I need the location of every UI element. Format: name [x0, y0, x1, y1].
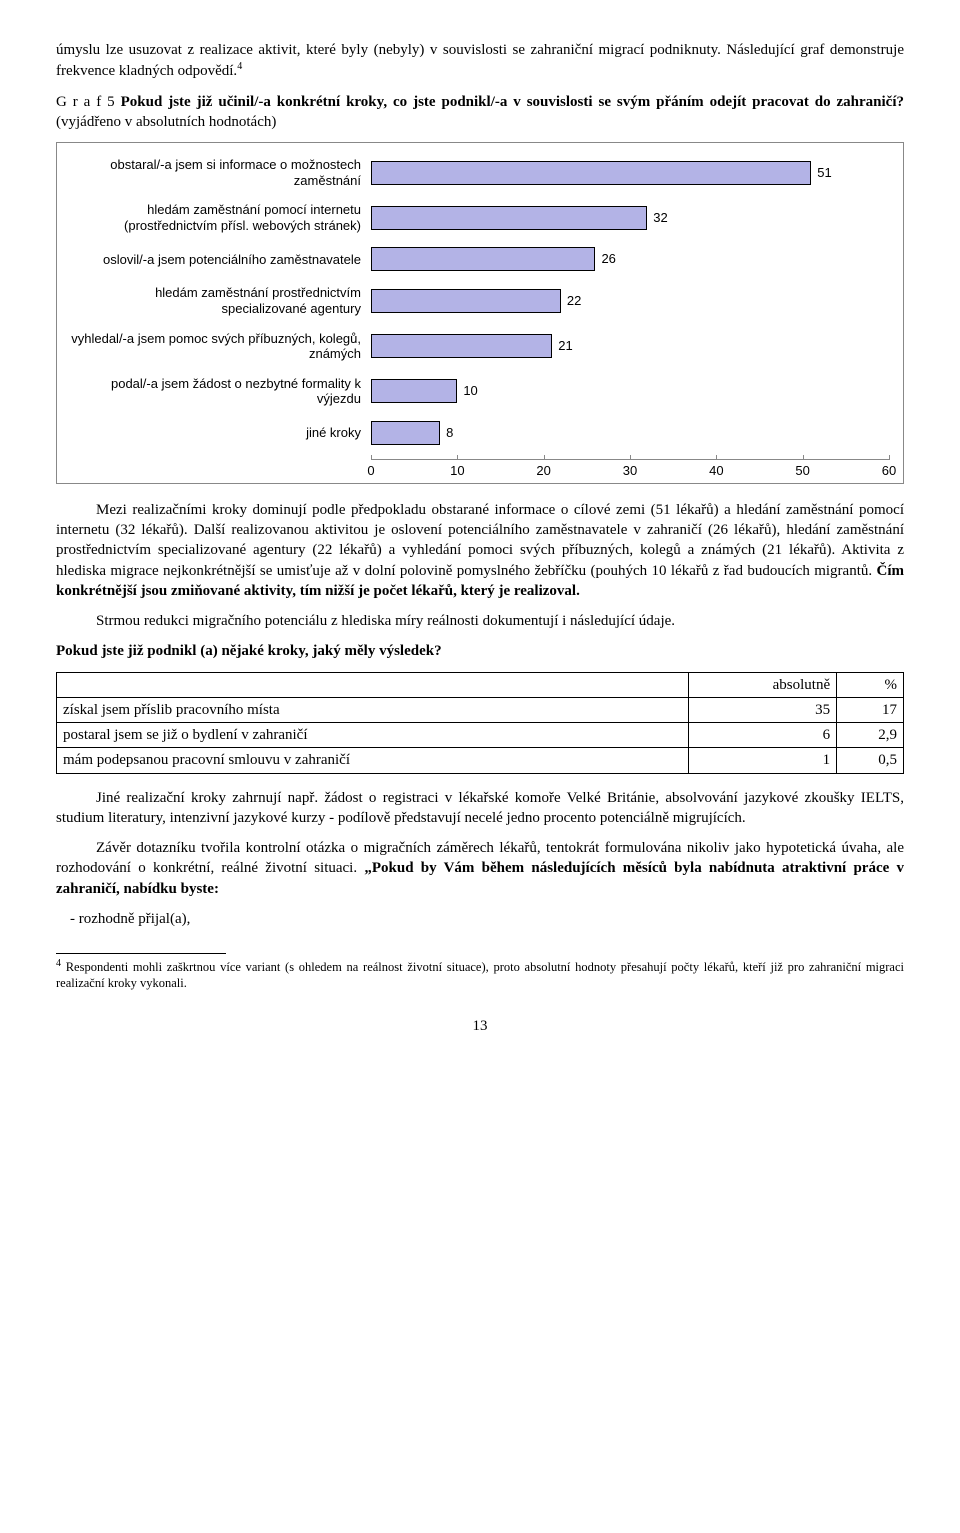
chart-tick: 60: [882, 462, 896, 480]
chart-tick: 0: [367, 462, 374, 480]
chart-tick: 10: [450, 462, 464, 480]
chart-bar: [371, 379, 457, 403]
chart-bar-value: 8: [440, 421, 453, 445]
chart-title-prefix: G r a f 5: [56, 94, 121, 110]
table-cell: 2,9: [837, 723, 904, 748]
answer-list: rozhodně přijal(a),: [56, 909, 904, 929]
table-row: mám podepsanou pracovní smlouvu v zahran…: [57, 748, 904, 773]
table-row: získal jsem příslib pracovního místa3517: [57, 697, 904, 722]
footnote-separator: [56, 953, 226, 954]
chart-bar-value: 32: [647, 206, 667, 230]
analysis-para-2: Strmou redukci migračního potenciálu z h…: [56, 611, 904, 631]
chart-bar-area: 32: [371, 206, 889, 230]
chart-bar-label: vyhledal/-a jsem pomoc svých příbuzných,…: [71, 331, 371, 362]
chart-x-axis: 0102030405060: [71, 459, 889, 479]
page-number: 13: [56, 1016, 904, 1036]
chart-title: G r a f 5 Pokud jste již učinil/-a konkr…: [56, 92, 904, 133]
chart-bar: [371, 421, 440, 445]
chart-row: hledám zaměstnání pomocí internetu (pros…: [71, 202, 889, 233]
chart-bar-value: 51: [811, 161, 831, 185]
chart-bar: [371, 161, 811, 185]
chart-bar-label: podal/-a jsem žádost o nezbytné formalit…: [71, 376, 371, 407]
table-cell: postaral jsem se již o bydlení v zahrani…: [57, 723, 689, 748]
chart-bar: [371, 247, 595, 271]
chart-title-bold: Pokud jste již učinil/-a konkrétní kroky…: [121, 94, 904, 110]
table-cell: 1: [688, 748, 836, 773]
footnote-ref: 4: [237, 61, 242, 72]
table-row: postaral jsem se již o bydlení v zahrani…: [57, 723, 904, 748]
chart-bar: [371, 334, 552, 358]
bar-chart: obstaral/-a jsem si informace o možnoste…: [56, 142, 904, 484]
chart-bar-value: 22: [561, 289, 581, 313]
intro-para: úmyslu lze usuzovat z realizace aktivit,…: [56, 40, 904, 82]
chart-bar-area: 21: [371, 334, 889, 358]
analysis-para-1: Mezi realizačními kroky dominují podle p…: [56, 500, 904, 601]
chart-bar-label: hledám zaměstnání prostřednictvím specia…: [71, 285, 371, 316]
footnote-text: Respondenti mohli zaškrtnou více variant…: [56, 960, 904, 990]
table-cell: získal jsem příslib pracovního místa: [57, 697, 689, 722]
chart-tick: 40: [709, 462, 723, 480]
chart-bar-area: 22: [371, 289, 889, 313]
other-steps-para: Jiné realizační kroky zahrnují např. žád…: [56, 788, 904, 829]
footnote: 4 Respondenti mohli zaškrtnou více varia…: [56, 958, 904, 991]
chart-row: hledám zaměstnání prostřednictvím specia…: [71, 285, 889, 316]
chart-bar-area: 10: [371, 379, 889, 403]
closing-para: Závěr dotazníku tvořila kontrolní otázka…: [56, 838, 904, 899]
analysis-text: Mezi realizačními kroky dominují podle p…: [56, 502, 904, 579]
chart-row: vyhledal/-a jsem pomoc svých příbuzných,…: [71, 331, 889, 362]
results-table: absolutně% získal jsem příslib pracovníh…: [56, 672, 904, 774]
table-cell: 17: [837, 697, 904, 722]
table-cell: 0,5: [837, 748, 904, 773]
chart-row: podal/-a jsem žádost o nezbytné formalit…: [71, 376, 889, 407]
table-header-cell: %: [837, 672, 904, 697]
chart-bar-value: 26: [595, 247, 615, 271]
chart-bar-area: 51: [371, 161, 889, 185]
table-cell: 35: [688, 697, 836, 722]
chart-bar-value: 21: [552, 334, 572, 358]
table-cell: mám podepsanou pracovní smlouvu v zahran…: [57, 748, 689, 773]
chart-bar: [371, 289, 561, 313]
table-question: Pokud jste již podnikl (a) nějaké kroky,…: [56, 641, 904, 661]
chart-tick: 20: [536, 462, 550, 480]
table-cell: 6: [688, 723, 836, 748]
chart-row: jiné kroky 8: [71, 421, 889, 445]
answer-item: rozhodně přijal(a),: [70, 909, 904, 929]
chart-bar-value: 10: [457, 379, 477, 403]
chart-tick: 30: [623, 462, 637, 480]
chart-row: obstaral/-a jsem si informace o možnoste…: [71, 157, 889, 188]
chart-bar-label: hledám zaměstnání pomocí internetu (pros…: [71, 202, 371, 233]
chart-bar-label: oslovil/-a jsem potenciálního zaměstnava…: [71, 252, 371, 268]
table-header-cell: absolutně: [688, 672, 836, 697]
chart-bar: [371, 206, 647, 230]
chart-title-suffix: (vyjádřeno v absolutních hodnotách): [56, 114, 276, 130]
chart-bar-area: 8: [371, 421, 889, 445]
chart-bar-label: jiné kroky: [71, 425, 371, 441]
chart-bar-label: obstaral/-a jsem si informace o možnoste…: [71, 157, 371, 188]
intro-text: úmyslu lze usuzovat z realizace aktivit,…: [56, 42, 904, 79]
chart-row: oslovil/-a jsem potenciálního zaměstnava…: [71, 247, 889, 271]
chart-tick: 50: [795, 462, 809, 480]
chart-bar-area: 26: [371, 247, 889, 271]
table-header-cell: [57, 672, 689, 697]
